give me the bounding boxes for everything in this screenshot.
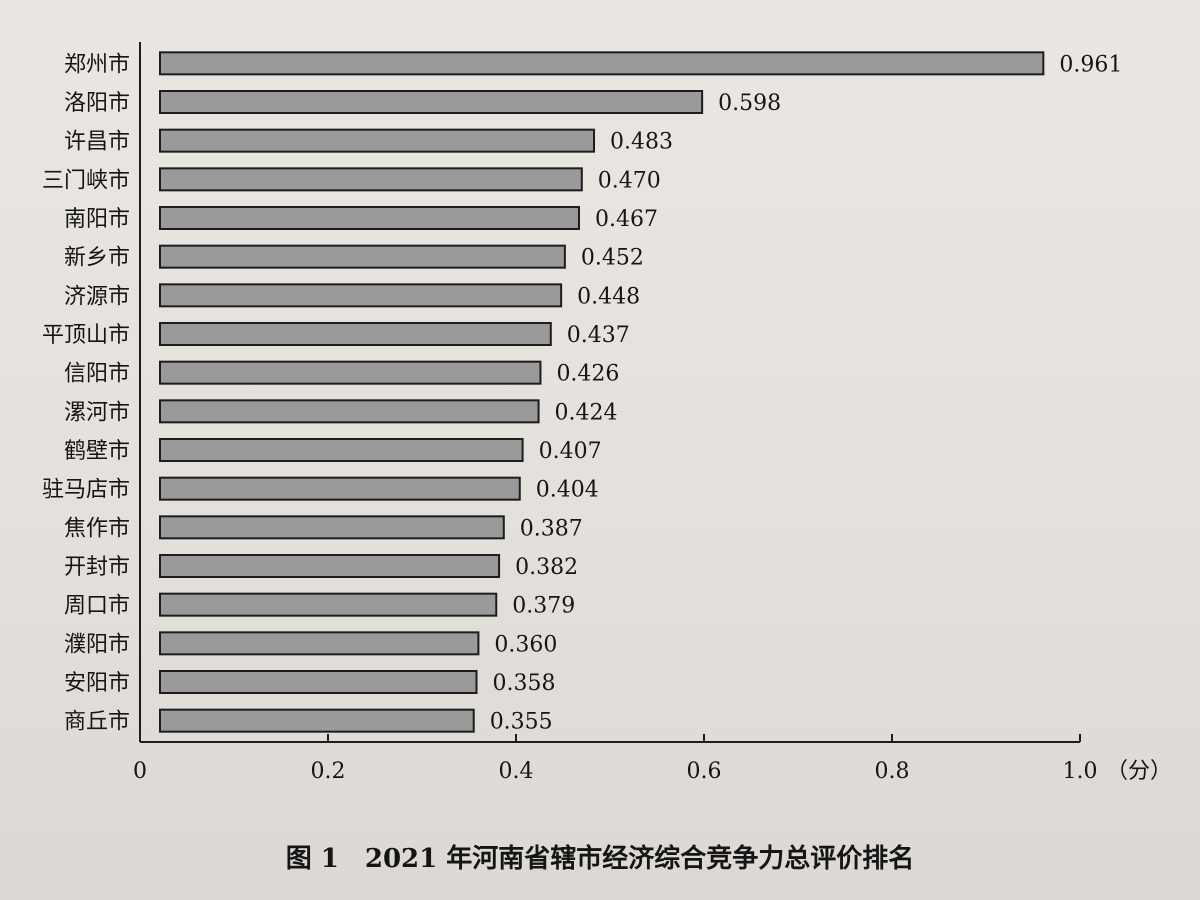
category-label: 周口市 [64, 594, 130, 619]
category-label: 信阳市 [64, 362, 130, 387]
bar [159, 631, 480, 656]
value-label: 0.387 [520, 516, 583, 541]
bar [159, 90, 704, 114]
category-label: 济源市 [64, 284, 130, 309]
x-tick-label: 1.0 [1063, 759, 1098, 784]
bar [159, 244, 566, 269]
bar [159, 592, 498, 617]
bar [159, 128, 596, 153]
x-axis-unit-label: （分） [1106, 759, 1172, 784]
value-label: 0.452 [581, 246, 644, 271]
bar [159, 554, 501, 578]
category-label: 商丘市 [64, 710, 130, 735]
category-label: 平顶山市 [42, 323, 130, 348]
category-label: 开封市 [64, 555, 130, 580]
category-label: 安阳市 [64, 671, 130, 696]
bar [159, 476, 521, 501]
labels-layer: 郑州市 0.961 洛阳市 0.598 许昌市 0.483 三门峡市 0.470 南阳市 0.46… [42, 52, 1122, 734]
category-label: 驻马店市 [42, 478, 130, 503]
figure-caption: 图 1 2021 年河南省辖市经济综合竞争力总评价排名 [285, 844, 915, 874]
bar [159, 283, 563, 308]
value-label: 0.379 [512, 594, 575, 619]
value-label: 0.404 [536, 478, 599, 503]
category-label: 漯河市 [64, 400, 130, 425]
category-label: 新乡市 [64, 246, 130, 271]
value-label: 0.470 [598, 168, 661, 193]
x-tick-label: 0.4 [499, 759, 534, 784]
value-label: 0.598 [718, 91, 781, 116]
value-label: 0.448 [577, 284, 640, 309]
category-label: 许昌市 [64, 130, 130, 155]
x-tick-label: 0 [133, 759, 147, 784]
category-label: 三门峡市 [42, 168, 130, 193]
x-tick-label: 0.2 [311, 759, 346, 784]
value-label: 0.424 [555, 400, 618, 425]
value-label: 0.407 [539, 439, 602, 464]
value-label: 0.437 [567, 323, 630, 348]
category-label: 焦作市 [64, 516, 130, 541]
bar [159, 206, 580, 230]
value-label: 0.382 [515, 555, 578, 580]
bars-layer [159, 51, 1045, 733]
value-label: 0.426 [556, 362, 619, 387]
axis-layer [139, 42, 1080, 743]
bar [159, 670, 478, 694]
value-label: 0.483 [610, 130, 673, 155]
category-label: 濮阳市 [64, 632, 130, 657]
value-label: 0.961 [1059, 52, 1122, 77]
bar [159, 322, 552, 346]
bar [159, 167, 583, 192]
category-label: 鹤壁市 [64, 439, 130, 464]
bar [159, 438, 524, 462]
x-tick-label: 0.6 [687, 759, 722, 784]
value-label: 0.360 [494, 632, 557, 657]
bar [159, 515, 505, 540]
x-tick-label: 0.8 [875, 759, 910, 784]
bar [159, 51, 1045, 76]
value-label: 0.355 [490, 710, 553, 735]
bar [159, 708, 475, 733]
bar [159, 399, 540, 424]
category-label: 南阳市 [64, 207, 130, 232]
value-label: 0.467 [595, 207, 658, 232]
bar [159, 360, 542, 385]
category-label: 洛阳市 [64, 91, 130, 116]
category-label: 郑州市 [64, 52, 130, 77]
value-label: 0.358 [493, 671, 556, 696]
ticks-layer: 0 0.2 0.4 0.6 0.8 1.0 [133, 734, 1098, 784]
